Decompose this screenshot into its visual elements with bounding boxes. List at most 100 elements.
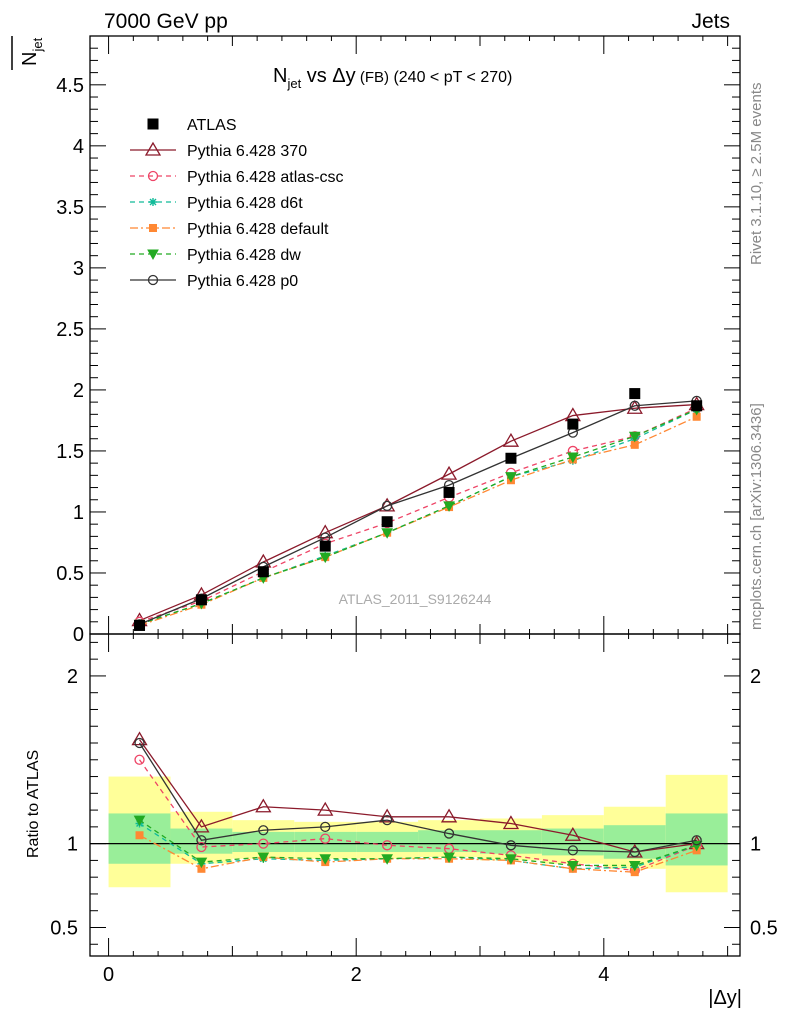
series-point-4 [567, 452, 579, 464]
band-green-2 [232, 831, 295, 853]
band-green-4 [356, 831, 419, 853]
series-line-0 [139, 403, 697, 622]
rivet-label: Rivet 3.1.10, ≥ 2.5M events [748, 83, 765, 266]
series-point-3 [630, 440, 639, 449]
y-tick-label-top: 4.5 [56, 75, 84, 97]
legend-marker-2 [147, 170, 159, 182]
legend-marker-5 [147, 249, 159, 261]
ratio-point-5 [381, 815, 393, 826]
series-point-4 [443, 501, 455, 512]
y-tick-label-ratio-right: 2 [750, 666, 761, 688]
y-tick-label-ratio: 1 [67, 834, 78, 856]
y-tick-label-top: 4 [73, 136, 84, 158]
series-point-5 [629, 400, 640, 411]
legend-label-6: Pythia 6.428 p0 [187, 273, 298, 290]
ratio-point-5 [629, 846, 640, 858]
legend-label-2: Pythia 6.428 atlas-csc [187, 169, 344, 186]
ratio-point-4 [257, 852, 270, 864]
ratio-point-0 [379, 808, 396, 823]
band-green-9 [665, 813, 728, 866]
data-point [257, 566, 269, 578]
ratio-point-5 [505, 840, 517, 851]
series-point-4 [505, 472, 517, 483]
legend-marker-1 [144, 141, 162, 156]
ratio-point-5 [320, 821, 331, 833]
ratio-point-4 [133, 815, 146, 827]
ratio-point-0 [131, 731, 148, 746]
band-green-3 [294, 831, 357, 853]
header-process: Jets [691, 10, 730, 33]
ratio-point-5 [258, 825, 269, 836]
header-energy: 7000 GeV pp [104, 10, 228, 33]
data-point [629, 388, 641, 400]
ratio-frame [89, 633, 741, 957]
series-point-0 [317, 524, 334, 539]
data-point [443, 486, 455, 498]
legend-marker-6 [147, 274, 159, 286]
ratio-point-1 [320, 833, 331, 844]
top-axes: 0 0.5 1 1.5 2 2.5 3 3.5 4 4.5 [56, 35, 741, 646]
band-green-5 [418, 830, 480, 853]
ratio-point-0 [193, 818, 210, 833]
band-green-8 [603, 825, 666, 859]
ratio-axes: 0 2 4 0.5 0.5 1 1 2 2 [50, 633, 778, 986]
legend-label-3: Pythia 6.428 d6t [187, 195, 303, 212]
y-tick-label-top: 3.5 [56, 197, 84, 219]
ratio-point-3 [630, 868, 639, 877]
y-tick-label-top: 3 [73, 258, 84, 280]
x-tick-label: 0 [103, 964, 114, 986]
ratio-line-1 [138, 759, 697, 872]
y-tick-label-ratio: 2 [67, 666, 78, 688]
ratio-point-4 [319, 854, 332, 865]
series-point-4 [381, 528, 393, 539]
series-point-4 [319, 552, 332, 564]
analysis-watermark: ATLAS_2011_S9126244 [339, 591, 492, 607]
series-point-5 [381, 500, 393, 512]
legend-label-4: Pythia 6.428 default [187, 221, 329, 238]
y-axis-label-ratio: Ratio to ATLAS [25, 750, 42, 858]
data-point [195, 594, 207, 606]
y-tick-label-top: 2 [73, 380, 84, 402]
series-point-0 [440, 465, 458, 480]
x-tick-label: 4 [598, 964, 609, 986]
legend-label-1: Pythia 6.428 370 [187, 143, 307, 160]
legend-marker-3 [149, 198, 157, 206]
ratio-point-1 [196, 841, 207, 853]
y-tick-label-ratio-right: 0.5 [750, 917, 778, 939]
ratio-point-5 [691, 835, 702, 846]
ratio-point-0 [502, 815, 520, 830]
ratio-series [131, 731, 705, 877]
mcplots-label: mcplots.cern.ch [arXiv:1306.3436] [748, 403, 765, 630]
ratio-point-4 [567, 860, 579, 872]
legend: ATLAS Pythia 6.428 370 Pythia 6.428 atlas-… [130, 117, 344, 290]
y-tick-label-top: 2.5 [56, 319, 84, 341]
series-point-0 [502, 432, 520, 447]
ratio-point-5 [567, 845, 579, 856]
band-green-6 [480, 830, 542, 854]
ratio-point-4 [443, 852, 455, 864]
y-tick-label-top: 0 [73, 624, 84, 646]
y-tick-label-ratio-right: 1 [750, 834, 761, 856]
series-point-4 [628, 431, 641, 443]
chart-title: Njet vs Δy (FB) (240 < pT < 270) [273, 65, 512, 91]
ratio-point-5 [443, 828, 455, 839]
data-point [691, 400, 703, 412]
series-point-3 [692, 412, 701, 421]
data-point [381, 516, 393, 528]
ratio-point-4 [381, 854, 393, 865]
legend-marker-4 [149, 224, 157, 232]
data-point [134, 619, 146, 631]
ratio-line-4 [139, 819, 697, 867]
ratio-point-0 [255, 798, 272, 813]
data-point [319, 540, 331, 552]
y-tick-label-top: 1 [73, 502, 84, 524]
data-point [567, 418, 579, 430]
legend-label-5: Pythia 6.428 dw [187, 247, 301, 264]
ratio-point-0 [317, 801, 334, 816]
top-series [131, 388, 705, 631]
y-tick-label-ratio: 0.5 [50, 917, 78, 939]
y-axis-label-top: Njet [11, 36, 45, 70]
ratio-point-0 [564, 826, 581, 841]
series-line-1 [139, 407, 697, 623]
